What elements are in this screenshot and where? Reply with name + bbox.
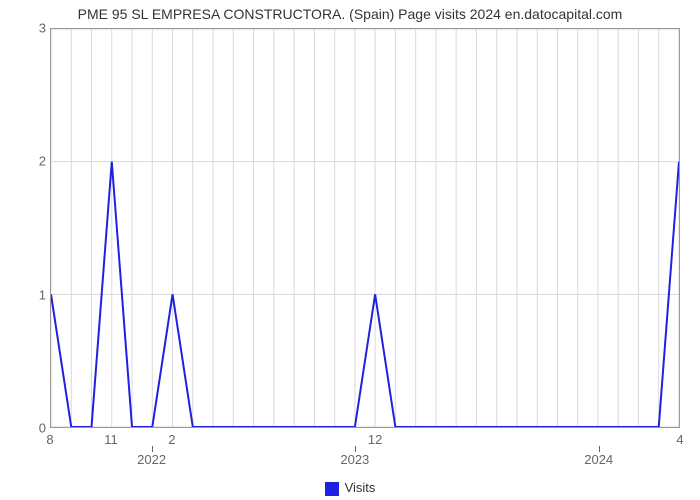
chart-container: PME 95 SL EMPRESA CONSTRUCTORA. (Spain) … — [0, 0, 700, 500]
x-tick-label: 8 — [46, 432, 53, 447]
x-tick-label: 12 — [368, 432, 382, 447]
legend-swatch — [325, 482, 339, 496]
y-tick-label: 0 — [28, 421, 46, 436]
chart-title: PME 95 SL EMPRESA CONSTRUCTORA. (Spain) … — [0, 6, 700, 22]
plot-area — [50, 28, 680, 428]
year-tick-label: 2024 — [584, 452, 613, 467]
legend-label: Visits — [345, 480, 376, 495]
y-tick-label: 1 — [28, 287, 46, 302]
year-tick-label: 2023 — [340, 452, 369, 467]
chart-svg — [51, 29, 679, 427]
x-tick-label: 2 — [168, 432, 175, 447]
x-tick-label: 4 — [676, 432, 683, 447]
y-tick-label: 3 — [28, 21, 46, 36]
legend: Visits — [0, 480, 700, 496]
x-tick-label: 11 — [104, 432, 118, 447]
y-tick-label: 2 — [28, 154, 46, 169]
year-tick-label: 2022 — [137, 452, 166, 467]
